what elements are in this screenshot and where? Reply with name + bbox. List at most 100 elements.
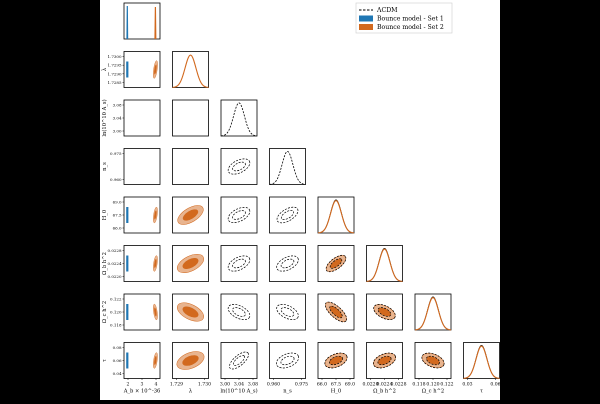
contour-inner-set2 [154,259,157,268]
panel-frame [220,245,258,282]
y-tick-label: 3.08 [113,103,122,108]
y-axis-label: λ [102,67,108,71]
panel-frame [366,245,403,282]
y-tick-label: 0.0220 [108,274,122,279]
y-tick-label: 0.0228 [108,248,122,253]
panel-frame [123,148,161,185]
x-tick-label: 2 [127,382,130,388]
contour-outer-lcdm [227,255,251,272]
contour-outer-lcdm [276,206,299,224]
y-tick-label: 0.08 [113,345,122,350]
legend-label: ΛCDM [376,7,398,14]
panel-frame [220,196,258,234]
x-tick-label: 67.5 [331,382,341,388]
y-tick-label: 0.122 [110,297,122,302]
x-tick-label: 0.975 [295,382,308,388]
contour-outer-lcdm [421,352,445,369]
contour-outer-lcdm [325,254,347,273]
contour-inner-lcdm [329,355,343,366]
panel-ns-vs-H0 [269,196,306,234]
x-tick-label: 0.118 [412,382,425,388]
y-tick-label: 1.7300 [108,54,122,59]
x-tick-label: 3.08 [248,382,258,388]
panel-frame [172,51,209,88]
legend-swatch-set1 [359,15,373,22]
panel-ns-vs-ombh2 [269,245,306,282]
contour-inner-lcdm [232,258,246,269]
panel-frame [269,293,306,331]
y-tick-label: 3.04 [113,116,122,121]
panel-Ab-vs-lnAs: 3.08 3.04 3.00 ln(10^10 A_s) [101,99,161,137]
contour-inner-lcdm [377,355,392,366]
panel-ombh2-vs-omch2 [366,293,403,331]
panel-frame [317,196,355,234]
contour-outer-lcdm [227,158,251,175]
panel-lnAs-vs-ns [220,148,258,185]
panel-ombh2-vs-ombh2 [366,245,403,282]
contour-inner-set2 [154,210,157,220]
legend-swatch-set2 [359,24,373,30]
x-tick-label: 4 [155,382,158,388]
y-axis-label: τ [102,359,108,362]
y-tick-label: 0.06 [113,358,122,363]
panel-Ab-vs-lambda: 1.7300 1.7295 1.7290 1.7285 λ [102,51,161,88]
x-tick-label: 66.0 [317,382,327,388]
y-axis-label: n_s [102,162,108,171]
panel-omch2-vs-omch2 [414,293,452,331]
contour-outer-lcdm [227,304,251,320]
contour-inner-lcdm [280,307,295,317]
y-tick-label: 0.960 [110,177,122,182]
x-tick-label: 0.06 [490,382,500,388]
panel-lambda-vs-ombh2 [172,245,209,282]
panel-frame [123,2,161,40]
panel-frame [220,99,258,137]
panel-frame [220,342,258,379]
y-tick-label: 1.7295 [108,63,122,68]
x-axis-label: A_b × 10^-36 [123,388,161,395]
contour-outer-lcdm [227,207,251,223]
panel-H0-vs-omch2 [317,293,355,331]
x-axis-label: ln(10^10 A_s) [220,388,257,395]
posterior-set1 [126,5,129,40]
posterior-set2 [414,297,452,331]
contour-inner-lcdm [280,258,295,269]
x-tick-label: 1.729 [170,382,183,388]
contour-inner-lcdm [329,305,343,319]
posterior-set2 [154,6,157,40]
x-tick-label: 0.03 [462,382,472,388]
panel-frame [269,245,306,282]
panel-lambda-vs-H0 [172,196,209,234]
y-axis-label: Ω_b h^2 [101,252,108,275]
panel-frame [269,342,306,379]
contour-outer-lcdm [324,352,348,369]
contour-inner-lcdm [232,307,246,317]
x-tick-label: 0.0224 [376,382,392,388]
x-axis-label: τ [480,389,483,395]
y-tick-label: 69.0 [113,200,122,205]
y-tick-label: 67.5 [113,213,122,218]
x-axis-label: n_s [283,389,292,395]
x-tick-label: 0.120 [426,382,439,388]
panel-Ab-vs-tau: 2 3 4A_b × 10^-36 0.08 0.06 0.04 τ [102,342,161,395]
legend-label: Bounce model - Set 2 [377,24,444,31]
x-tick-label: 69.0 [345,382,355,388]
panel-lambda-vs-lnAs [172,99,209,137]
panel-H0-vs-tau: 66.0 67.5 69.0 H_0 [317,342,355,395]
panel-lambda-vs-tau: 1.729 1.730 λ [170,342,211,395]
posterior-set2 [463,345,500,379]
x-axis-label: Ω_b h^2 [373,388,396,395]
panel-lnAs-vs-H0 [220,196,258,234]
panel-lambda-vs-omch2 [172,293,209,331]
y-tick-label: 0.0224 [108,261,122,266]
contour-inner-set2 [182,258,199,269]
y-tick-label: 0.975 [110,151,122,156]
y-tick-label: 1.7290 [108,71,122,76]
y-tick-label: 0.120 [110,310,122,315]
panel-frame [317,293,355,331]
panel-Ab-vs-H0: 69.0 67.5 66.0 H_0 [102,196,161,234]
contour-inner-set2 [154,307,157,317]
x-axis-label: H_0 [331,389,341,395]
